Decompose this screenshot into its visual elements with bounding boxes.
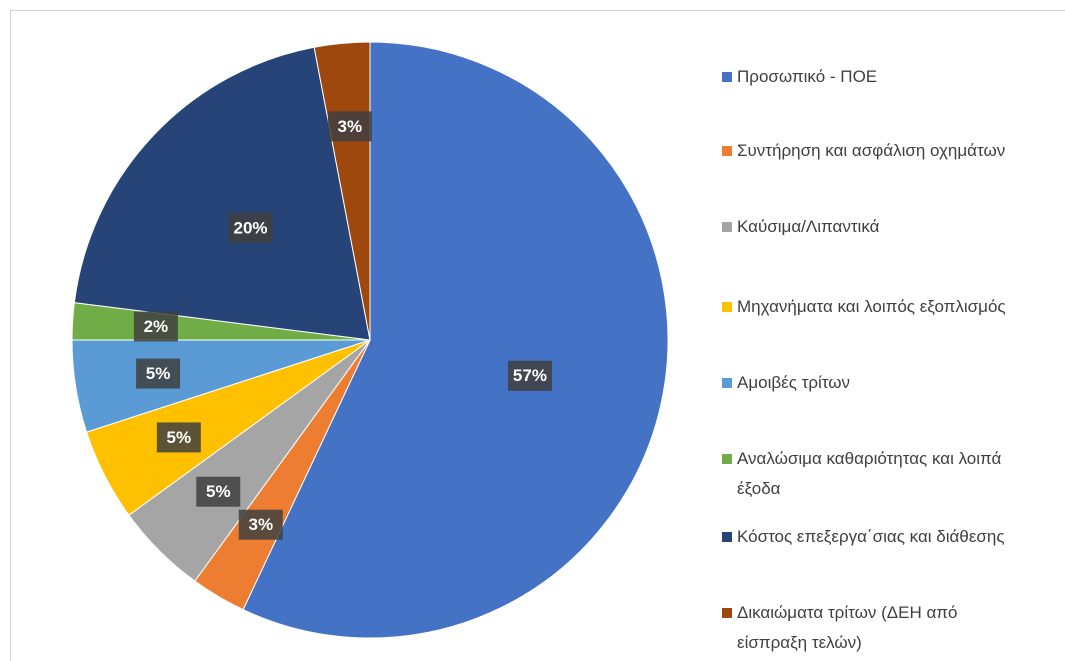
- data-label-box: [156, 422, 201, 453]
- legend-swatch: [722, 532, 732, 542]
- data-label: 5%: [136, 358, 181, 389]
- data-label-text: 2%: [144, 317, 169, 336]
- data-label: 20%: [228, 212, 273, 243]
- data-label: 5%: [156, 422, 201, 453]
- legend-item: Προσωπικό - ΠΟΕ: [722, 62, 1022, 92]
- data-label-box: [238, 509, 283, 540]
- legend-label: Μηχανήματα και λοιπός εξοπλισμός: [737, 297, 1006, 316]
- data-label-text: 5%: [206, 482, 231, 501]
- legend-label: Συντήρηση και ασφάλιση οχημάτων: [737, 141, 1006, 160]
- data-label: 57%: [507, 360, 552, 391]
- legend-label: Δικαιώματα τρίτων (ΔΕΗ από είσπραξη τελώ…: [737, 603, 958, 652]
- pie-slice: [73, 46, 371, 341]
- data-label: 3%: [327, 111, 372, 142]
- data-label-box: [133, 311, 178, 342]
- data-label-text: 57%: [513, 366, 547, 385]
- data-label: 5%: [196, 476, 241, 507]
- data-label-text: 3%: [248, 515, 273, 534]
- data-label-text: 3%: [338, 117, 363, 136]
- data-label-text: 5%: [167, 428, 192, 447]
- data-label-box: [136, 358, 181, 389]
- legend-item: Συντήρηση και ασφάλιση οχημάτων: [722, 136, 1022, 166]
- data-label-box: [196, 476, 241, 507]
- legend-swatch: [722, 608, 732, 618]
- legend-label: Αμοιβές τρίτων: [737, 373, 851, 392]
- legend-swatch: [722, 454, 732, 464]
- legend-swatch: [722, 222, 732, 232]
- data-label-text: 20%: [234, 218, 268, 237]
- legend-swatch: [722, 72, 732, 82]
- chart-frame: [10, 10, 1065, 661]
- legend-label: Αναλώσιμα καθαριότητας και λοιπά έξοδα: [737, 449, 1002, 498]
- legend-label: Καύσιμα/Λιπαντικά: [737, 217, 880, 236]
- legend-label: Προσωπικό - ΠΟΕ: [737, 67, 878, 86]
- data-label-box: [327, 111, 372, 142]
- legend-label: Κόστος επεξεργα΄σιας και διάθεσης: [737, 527, 1005, 546]
- data-label-box: [228, 212, 273, 243]
- legend-item: Κόστος επεξεργα΄σιας και διάθεσης: [722, 522, 1022, 552]
- data-label-box: [507, 360, 552, 391]
- pie-slice: [242, 41, 669, 639]
- data-label-text: 5%: [146, 364, 171, 383]
- legend-swatch: [722, 146, 732, 156]
- legend-item: Καύσιμα/Λιπαντικά: [722, 212, 1022, 242]
- legend-swatch: [722, 302, 732, 312]
- legend-item: Μηχανήματα και λοιπός εξοπλισμός: [722, 292, 1022, 322]
- legend-swatch: [722, 378, 732, 388]
- legend-item: Αμοιβές τρίτων: [722, 368, 1022, 398]
- data-label: 3%: [238, 509, 283, 540]
- legend-item: Αναλώσιμα καθαριότητας και λοιπά έξοδα: [722, 444, 1022, 504]
- data-label: 2%: [133, 311, 178, 342]
- legend-item: Δικαιώματα τρίτων (ΔΕΗ από είσπραξη τελώ…: [722, 598, 1022, 658]
